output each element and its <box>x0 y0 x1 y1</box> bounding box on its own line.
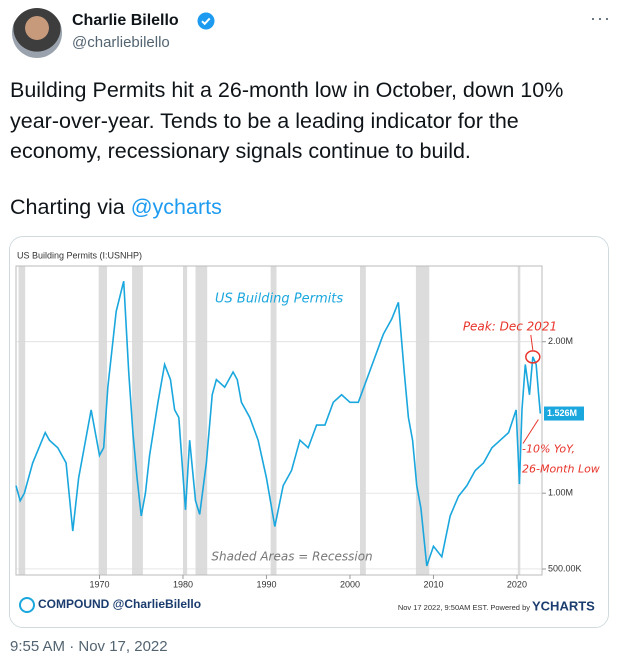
x-tick-label: 1970 <box>89 579 109 589</box>
value-label-box <box>544 406 584 421</box>
recession-band <box>517 266 521 575</box>
recession-band <box>132 266 143 575</box>
verified-badge <box>197 12 215 30</box>
credit-prefix: Charting via <box>10 195 125 219</box>
x-tick-label: 2010 <box>423 579 443 589</box>
y-tick-label: 2.00M <box>548 336 573 346</box>
tweet-text: Building Permits hit a 26-month low in O… <box>10 78 564 163</box>
peak-circle <box>525 350 541 364</box>
low-annotation: 26-Month Low <box>522 463 600 476</box>
recession-band <box>182 266 188 575</box>
timestamp[interactable]: 9:55 AM · Nov 17, 2022 <box>10 638 168 655</box>
data-line <box>15 280 542 567</box>
x-tick-label: 1980 <box>173 579 193 589</box>
brand-logo <box>19 597 35 613</box>
value-label: 1.526M <box>547 408 577 418</box>
footer-brand: COMPOUND @CharlieBilello <box>38 597 201 611</box>
x-tick-label: 2020 <box>507 579 527 589</box>
low-annotation: -10% YoY, <box>522 443 575 456</box>
recession-band <box>359 266 366 575</box>
mention-link[interactable]: @ycharts <box>130 195 222 219</box>
peak-pointer <box>530 334 534 350</box>
footer-provider: YCHARTS <box>532 598 595 613</box>
chart-title: US Building Permits (I:USNHP) <box>17 250 142 260</box>
low-pointer <box>522 419 539 444</box>
more-button[interactable]: ··· <box>590 8 611 28</box>
y-tick-label: 1.00M <box>548 488 573 498</box>
tweet-credit: Charting via @ycharts <box>10 195 222 220</box>
y-tick-label: 500.00K <box>548 563 582 573</box>
recession-band <box>18 266 26 575</box>
series-annotation: US Building Permits <box>215 292 343 307</box>
recession-band <box>195 266 208 575</box>
peak-annotation: Peak: Dec 2021 <box>463 319 557 333</box>
footer-source: Nov 17 2022, 9:50AM EST. Powered by <box>398 603 530 612</box>
handle[interactable]: @charliebilello <box>72 34 170 51</box>
shading-annotation: Shaded Areas = Recession <box>211 550 372 564</box>
recession-band <box>98 266 108 575</box>
display-name[interactable]: Charlie Bilello <box>72 12 179 29</box>
x-tick-label: 1990 <box>256 579 276 589</box>
plot-frame <box>15 265 543 576</box>
chart-image[interactable]: US Building Permits (I:USNHP) 500.00K 1.0… <box>9 236 609 628</box>
chart: US Building Permits (I:USNHP) 500.00K 1.0… <box>10 237 608 627</box>
avatar[interactable] <box>12 8 62 58</box>
x-tick-label: 2000 <box>340 579 360 589</box>
recession-band <box>270 266 277 575</box>
